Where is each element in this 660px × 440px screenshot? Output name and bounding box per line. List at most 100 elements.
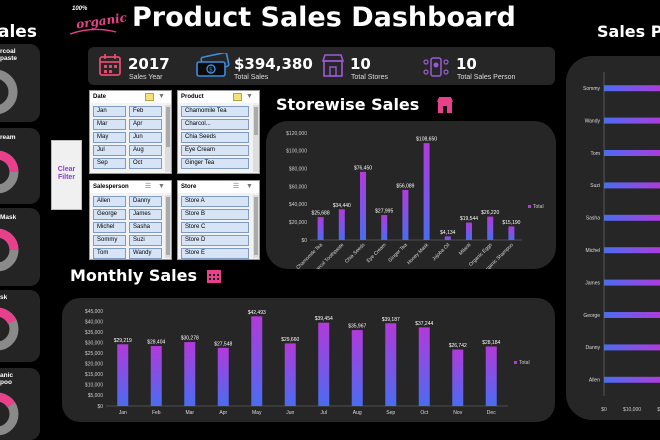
filter-clear-icon[interactable]: ▼ xyxy=(158,183,165,190)
y-tick-label: Allen xyxy=(589,378,600,384)
bar[interactable] xyxy=(284,343,296,406)
multi-select-icon[interactable] xyxy=(145,93,154,101)
date-item-jun[interactable]: Jun xyxy=(129,132,162,143)
multi-select-icon[interactable] xyxy=(233,93,242,101)
store-slicer-scrollbar[interactable] xyxy=(253,195,259,258)
kpi-stores-value: 10 xyxy=(350,55,371,73)
salesperson-item-james[interactable]: James xyxy=(129,209,162,220)
bar[interactable] xyxy=(418,327,430,406)
date-item-apr[interactable]: Apr xyxy=(129,119,162,130)
data-label: $30,278 xyxy=(181,336,199,342)
salesperson-slicer-scrollbar[interactable] xyxy=(165,195,171,258)
date-item-oct[interactable]: Oct xyxy=(129,158,162,169)
x-tick-label: Feb xyxy=(152,410,161,416)
bar[interactable] xyxy=(402,189,409,240)
filter-clear-icon[interactable]: ▼ xyxy=(246,183,253,190)
data-label: $29,660 xyxy=(281,337,299,343)
store-slicer: Store ☰ ▼ Store A Store B Store C Store … xyxy=(177,180,260,260)
filter-clear-icon[interactable]: ▼ xyxy=(158,93,165,100)
product-slicer: Product ▼ Chamomile Tea Charcol... Chia … xyxy=(177,90,260,174)
x-tick-label: $2 xyxy=(657,407,660,413)
bar[interactable] xyxy=(117,344,129,406)
sales-person-icon xyxy=(423,57,449,77)
salesperson-item-wandy[interactable]: Wandy xyxy=(129,248,162,259)
bar[interactable] xyxy=(508,226,515,240)
sales-person-title: Sales P xyxy=(597,22,660,41)
y-tick-label: Wandy xyxy=(585,118,601,124)
store-item-a[interactable]: Store A xyxy=(181,196,249,207)
product-item-5[interactable]: Ginger Tea xyxy=(181,158,249,169)
bar[interactable] xyxy=(604,279,660,286)
bar[interactable] xyxy=(485,346,497,406)
salesperson-item-allen[interactable]: Allen xyxy=(93,196,126,207)
store-icon xyxy=(437,97,453,113)
bar[interactable] xyxy=(318,322,330,406)
bar[interactable] xyxy=(444,236,451,240)
bar[interactable] xyxy=(604,182,660,189)
bar[interactable] xyxy=(604,312,660,318)
y-tick-label: Danny xyxy=(586,345,601,351)
bar[interactable] xyxy=(604,376,660,383)
bar[interactable] xyxy=(217,347,229,406)
y-tick-label: James xyxy=(585,280,600,286)
salesperson-item-sasha[interactable]: Sasha xyxy=(129,222,162,233)
bar[interactable] xyxy=(604,117,660,124)
bar[interactable] xyxy=(604,344,660,351)
date-item-sep[interactable]: Sep xyxy=(93,158,126,169)
salesperson-item-michel[interactable]: Michel xyxy=(93,222,126,233)
date-item-aug[interactable]: Aug xyxy=(129,145,162,156)
store-item-d[interactable]: Store D xyxy=(181,235,249,246)
date-slicer-scrollbar[interactable] xyxy=(165,105,171,172)
bar[interactable] xyxy=(360,171,366,240)
clear-filter-button[interactable]: Clear Filter xyxy=(51,140,82,210)
bar[interactable] xyxy=(150,346,162,406)
bar[interactable] xyxy=(351,330,363,406)
store-item-b[interactable]: Store B xyxy=(181,209,249,220)
data-label: $26,742 xyxy=(449,343,467,349)
date-item-jul[interactable]: Jul xyxy=(93,145,126,156)
y-tick-label: George xyxy=(583,313,600,319)
bar[interactable] xyxy=(604,150,660,156)
bar[interactable] xyxy=(604,214,660,221)
salesperson-item-suzi[interactable]: Suzi xyxy=(129,235,162,246)
product-item-4[interactable]: Eye Cream xyxy=(181,145,249,156)
bar[interactable] xyxy=(184,342,196,406)
bar[interactable] xyxy=(423,143,430,240)
salesperson-item-george[interactable]: George xyxy=(93,209,126,220)
y-tick-label: $35,000 xyxy=(85,330,103,336)
bar[interactable] xyxy=(604,85,660,92)
store-item-c[interactable]: Store C xyxy=(181,222,249,233)
bar[interactable] xyxy=(487,216,494,240)
bar[interactable] xyxy=(338,209,345,240)
x-tick-label: Jan xyxy=(119,410,127,416)
bar[interactable] xyxy=(604,247,660,254)
bar[interactable] xyxy=(452,349,464,406)
salesperson-item-danny[interactable]: Danny xyxy=(129,196,162,207)
bar[interactable] xyxy=(466,222,472,240)
bar[interactable] xyxy=(251,316,263,406)
date-item-jan[interactable]: Jan xyxy=(93,106,126,117)
store-item-e[interactable]: Store E xyxy=(181,248,249,259)
bar[interactable] xyxy=(381,215,388,240)
y-tick-label: $30,000 xyxy=(85,340,103,346)
product-item-3[interactable]: Chia Seeds xyxy=(181,132,249,143)
y-tick-label: $80,000 xyxy=(289,166,307,172)
date-item-feb[interactable]: Feb xyxy=(129,106,162,117)
date-item-mar[interactable]: Mar xyxy=(93,119,126,130)
bar[interactable] xyxy=(385,323,397,406)
product-item-2[interactable]: Charcol... xyxy=(181,119,249,130)
filter-clear-icon[interactable]: ▼ xyxy=(246,93,253,100)
bar[interactable] xyxy=(317,217,324,240)
product-slicer-scrollbar[interactable] xyxy=(253,105,259,172)
donut-chart-2 xyxy=(0,150,19,194)
multi-select-icon[interactable]: ☰ xyxy=(233,183,240,190)
salesperson-item-tom[interactable]: Tom xyxy=(93,248,126,259)
y-tick-label: $25,000 xyxy=(85,351,103,357)
svg-text:$: $ xyxy=(209,67,213,74)
salesperson-item-sommy[interactable]: Sommy xyxy=(93,235,126,246)
legend-swatch xyxy=(528,205,531,208)
kpi-salesperson-label: Total Sales Person xyxy=(457,74,516,81)
product-item-1[interactable]: Chamomile Tea xyxy=(181,106,249,117)
multi-select-icon[interactable]: ☰ xyxy=(145,183,152,190)
date-item-may[interactable]: May xyxy=(93,132,126,143)
